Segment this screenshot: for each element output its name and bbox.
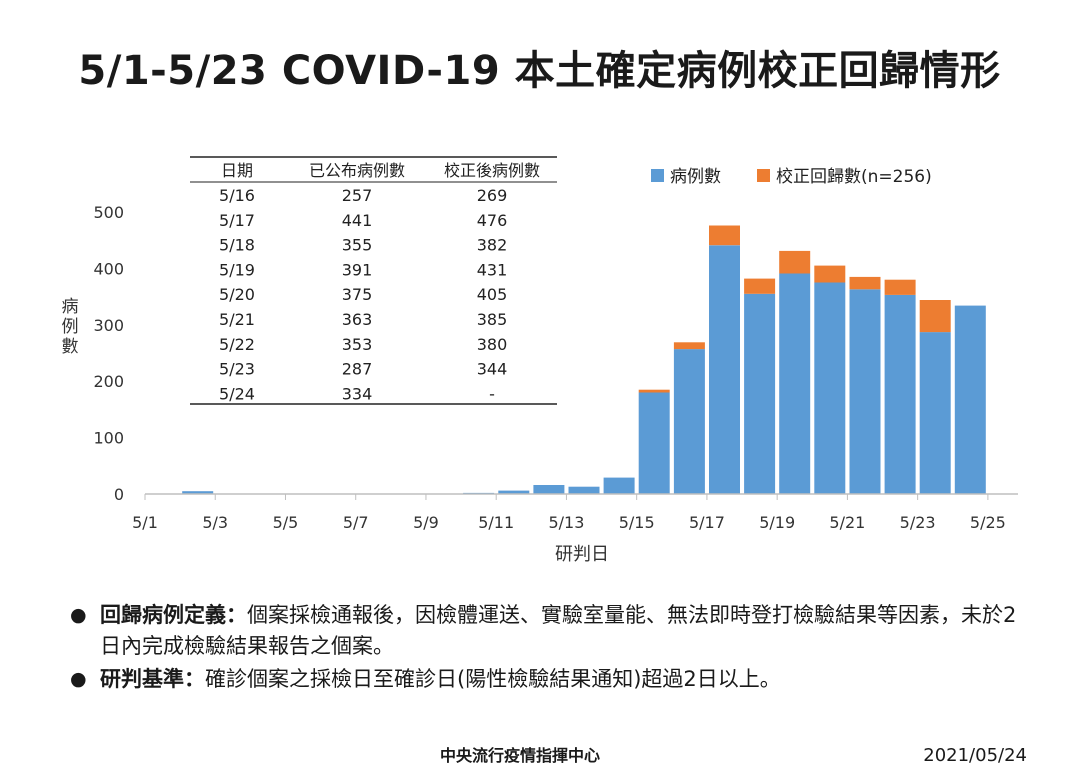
note-text: 個案採檢通報後，因檢體運送、實驗室量能、無法即時登打檢驗結果等因素，未於2日內完… [100,603,1017,658]
table-cell: 382 [477,236,508,255]
footer-date: 2021/05/24 [923,745,1027,766]
y-tick-label: 100 [93,429,124,448]
bar-case-5-22 [884,294,916,494]
x-tick-label: 5/13 [548,513,584,532]
bar-case-5-15 [638,392,670,494]
note-label: 回歸病例定義： [100,603,247,627]
bullet-icon: ● [70,604,87,626]
table-cell: 5/18 [219,236,255,255]
x-tick-label: 5/17 [689,513,725,532]
y-tick-label: 200 [93,372,124,391]
table-cell: 476 [477,211,508,230]
legend-label: 病例數 [670,167,721,187]
note-item: ● 回歸病例定義：個案採檢通報後，因檢體運送、實驗室量能、無法即時登打檢驗結果等… [70,600,1030,662]
note-item: ● 研判基準：確診個案之採檢日至確診日(陽性檢驗結果通知)超過2日以上。 [70,664,1030,695]
y-axis-title-char: 數 [62,337,79,357]
table-header-cell: 已公布病例數 [309,161,405,180]
x-tick-label: 5/3 [202,513,228,532]
bar-case-5-13 [568,486,600,494]
x-tick-label: 5/7 [343,513,369,532]
table-cell: 363 [342,310,373,329]
table-cell: 441 [342,211,373,230]
table-cell: 385 [477,310,508,329]
table-cell: 5/22 [219,335,255,354]
table-cell: 5/21 [219,310,255,329]
table-header-cell: 日期 [221,161,253,180]
table-cell: 5/23 [219,360,255,379]
table-cell: 5/19 [219,260,255,279]
bar-backlog-5-19 [779,250,811,274]
bar-case-5-24 [954,305,986,494]
table-cell: 287 [342,360,373,379]
bar-case-5-17 [709,245,740,494]
legend-swatch [651,169,664,182]
table-cell: 353 [342,335,373,354]
bar-backlog-5-18 [744,278,776,294]
y-axis-title: 病例數 [62,297,79,357]
bar-backlog-5-23 [919,300,951,333]
bar-backlog-5-17 [709,225,740,246]
bar-case-5-20 [814,282,846,494]
table-cell: 5/24 [219,384,255,403]
x-tick-label: 5/11 [478,513,514,532]
bar-backlog-5-15 [638,389,670,393]
table-cell: 5/20 [219,285,255,304]
x-tick-label: 5/15 [619,513,655,532]
bar-backlog-5-16 [673,342,705,350]
y-axis-title-char: 病 [62,297,79,317]
table-cell: 391 [342,260,373,279]
y-tick-label: 0 [114,485,124,504]
x-tick-label: 5/21 [829,513,865,532]
note-text: 確診個案之採檢日至確診日(陽性檢驗結果通知)超過2日以上。 [205,667,781,691]
bar-case-5-18 [744,293,776,494]
bar-case-5-11 [498,490,530,494]
legend-swatch [757,169,770,182]
table-cell: 344 [477,360,508,379]
table-header-cell: 校正後病例數 [444,161,540,180]
x-tick-label: 5/5 [273,513,299,532]
table-cell: 355 [342,236,373,255]
y-axis-title-char: 例 [62,317,79,337]
bullet-icon: ● [70,668,87,690]
bar-case-5-19 [779,273,811,494]
bar-case-5-2 [182,491,214,494]
table-cell: 5/17 [219,211,255,230]
y-tick-label: 300 [93,316,124,335]
note-label: 研判基準： [100,667,205,691]
x-tick-label: 5/19 [759,513,795,532]
page-title: 5/1-5/23 COVID-19 本土確定病例校正回歸情形 [78,48,1001,94]
x-tick-label: 5/1 [132,513,158,532]
notes-section: ● 回歸病例定義：個案採檢通報後，因檢體運送、實驗室量能、無法即時登打檢驗結果等… [70,600,1030,697]
bar-backlog-5-20 [814,265,846,283]
x-axis-title: 研判日 [555,544,609,565]
bar-case-5-12 [533,485,565,494]
table-cell: 5/16 [219,186,255,205]
bar-case-5-23 [919,332,951,494]
legend-label: 校正回歸數(n=256) [776,167,932,187]
table-cell: 431 [477,260,508,279]
y-tick-label: 500 [93,203,124,222]
x-tick-label: 5/25 [970,513,1006,532]
y-tick-label: 400 [93,259,124,278]
bar-backlog-5-22 [884,279,916,295]
table-cell: 257 [342,186,373,205]
x-tick-label: 5/9 [413,513,439,532]
bar-case-5-21 [849,289,881,494]
bar-case-5-14 [603,477,635,494]
table-cell: - [489,384,495,403]
bar-case-5-16 [673,349,705,494]
table-cell: 375 [342,285,373,304]
x-tick-label: 5/23 [900,513,936,532]
bar-backlog-5-21 [849,276,881,290]
table-cell: 380 [477,335,508,354]
bar-chart: 0 100 200 300 400 500 5/1 5/3 5/5 5/7 5/9 5/11 5/13 5… [62,156,1018,565]
footer-organization: 中央流行疫情指揮中心 [440,746,601,765]
table-cell: 405 [477,285,508,304]
table-cell: 334 [342,384,373,403]
table-cell: 269 [477,186,508,205]
